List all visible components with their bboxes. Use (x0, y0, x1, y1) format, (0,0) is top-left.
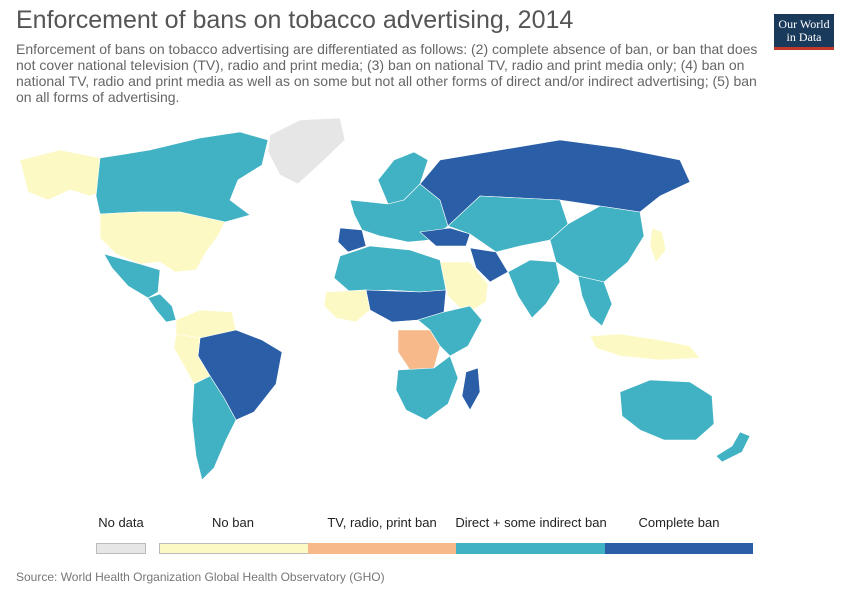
region-india[interactable] (507, 259, 561, 319)
region-new-zealand[interactable] (715, 431, 751, 463)
legend-swatch-tv-radio-print[interactable] (308, 543, 456, 554)
region-central-america[interactable] (147, 293, 177, 323)
legend-label-tv-radio-print: TV, radio, print ban (327, 515, 437, 530)
region-southern-africa[interactable] (395, 355, 459, 421)
region-mexico[interactable] (103, 253, 161, 299)
legend-label-complete-ban: Complete ban (638, 515, 720, 530)
region-west-africa[interactable] (323, 289, 371, 323)
logo-accent-bar (774, 47, 834, 50)
region-spain[interactable] (337, 227, 367, 253)
legend-label-no-data: No data (98, 515, 144, 530)
region-north-africa[interactable] (333, 245, 447, 293)
region-australia[interactable] (619, 379, 715, 441)
owid-logo[interactable]: Our World in Data (774, 14, 834, 50)
region-argentina-chile[interactable] (191, 375, 237, 481)
region-madagascar[interactable] (461, 367, 481, 411)
region-indonesia[interactable] (589, 333, 701, 361)
region-arabia[interactable] (439, 261, 489, 315)
region-southeast-asia[interactable] (577, 275, 613, 327)
region-canada[interactable] (95, 131, 269, 223)
region-japan[interactable] (649, 227, 667, 263)
chart-title: Enforcement of bans on tobacco advertisi… (16, 6, 574, 34)
legend-label-no-ban: No ban (212, 515, 254, 530)
region-iran[interactable] (469, 247, 509, 283)
legend-label-direct-indirect: Direct + some indirect ban (455, 515, 607, 530)
legend-swatch-complete-ban[interactable] (605, 543, 753, 554)
legend-swatch-no-ban[interactable] (159, 543, 308, 554)
region-turkey[interactable] (419, 227, 471, 247)
legend-swatch-direct-indirect[interactable] (456, 543, 605, 554)
chart-subtitle: Enforcement of bans on tobacco advertisi… (16, 41, 758, 105)
logo-line-2: in Data (786, 30, 822, 44)
region-usa[interactable] (99, 211, 226, 273)
source-note: Source: World Health Organization Global… (16, 570, 385, 584)
logo-line-1: Our World (778, 17, 830, 31)
legend-swatch-no-data[interactable] (96, 543, 146, 554)
region-greenland[interactable] (267, 117, 346, 185)
region-china[interactable] (549, 205, 645, 283)
region-alaska[interactable] (19, 149, 109, 201)
